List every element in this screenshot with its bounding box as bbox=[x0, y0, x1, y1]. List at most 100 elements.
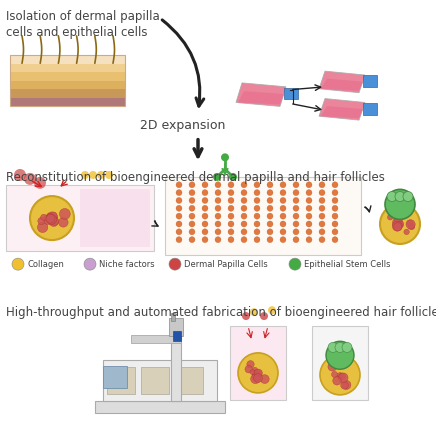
Circle shape bbox=[280, 229, 286, 235]
Circle shape bbox=[189, 229, 195, 235]
Circle shape bbox=[228, 205, 234, 211]
Circle shape bbox=[306, 205, 312, 211]
Circle shape bbox=[254, 182, 260, 188]
Circle shape bbox=[392, 218, 403, 229]
Circle shape bbox=[44, 215, 53, 225]
Circle shape bbox=[254, 221, 260, 227]
Circle shape bbox=[58, 218, 68, 227]
Circle shape bbox=[169, 258, 181, 270]
Circle shape bbox=[331, 372, 337, 377]
Polygon shape bbox=[312, 326, 368, 400]
Text: Dermal Papilla Cells: Dermal Papilla Cells bbox=[184, 259, 268, 269]
Circle shape bbox=[189, 213, 195, 219]
Circle shape bbox=[215, 190, 221, 196]
Circle shape bbox=[242, 312, 250, 320]
Circle shape bbox=[252, 372, 261, 381]
Bar bbox=[171, 328, 181, 401]
Circle shape bbox=[251, 374, 260, 384]
Circle shape bbox=[202, 221, 208, 227]
Circle shape bbox=[319, 221, 325, 227]
Polygon shape bbox=[236, 83, 286, 106]
Bar bbox=[10, 89, 125, 98]
Circle shape bbox=[280, 198, 286, 203]
Circle shape bbox=[47, 214, 54, 220]
Circle shape bbox=[403, 191, 413, 202]
Text: Collagen: Collagen bbox=[27, 259, 64, 269]
Circle shape bbox=[306, 190, 312, 196]
Circle shape bbox=[254, 198, 260, 203]
Circle shape bbox=[254, 190, 260, 196]
Circle shape bbox=[176, 198, 182, 203]
Circle shape bbox=[332, 229, 338, 235]
Circle shape bbox=[280, 182, 286, 188]
Circle shape bbox=[228, 198, 234, 203]
Circle shape bbox=[306, 198, 312, 203]
Circle shape bbox=[51, 217, 59, 225]
Circle shape bbox=[338, 373, 348, 383]
Circle shape bbox=[254, 229, 260, 235]
Circle shape bbox=[332, 190, 338, 196]
Bar bbox=[363, 103, 377, 115]
Circle shape bbox=[306, 221, 312, 227]
Circle shape bbox=[260, 375, 269, 384]
Circle shape bbox=[395, 191, 405, 202]
Circle shape bbox=[280, 213, 286, 219]
Circle shape bbox=[293, 182, 299, 188]
Circle shape bbox=[202, 213, 208, 219]
Circle shape bbox=[339, 373, 346, 380]
Polygon shape bbox=[319, 98, 365, 120]
Circle shape bbox=[328, 362, 337, 371]
Circle shape bbox=[267, 221, 273, 227]
Circle shape bbox=[228, 237, 234, 243]
Bar bbox=[165, 177, 361, 255]
Circle shape bbox=[241, 205, 247, 211]
Circle shape bbox=[41, 214, 47, 221]
Circle shape bbox=[176, 190, 182, 196]
Circle shape bbox=[293, 205, 299, 211]
Circle shape bbox=[228, 190, 234, 196]
Circle shape bbox=[38, 218, 45, 225]
Circle shape bbox=[241, 213, 247, 219]
Bar bbox=[169, 318, 183, 336]
Bar bbox=[103, 366, 127, 388]
Bar bbox=[95, 401, 225, 413]
Circle shape bbox=[254, 369, 262, 377]
Circle shape bbox=[341, 381, 348, 389]
Circle shape bbox=[176, 229, 182, 235]
Circle shape bbox=[49, 217, 58, 227]
Circle shape bbox=[97, 171, 105, 179]
Circle shape bbox=[267, 205, 273, 211]
Circle shape bbox=[241, 237, 247, 243]
Circle shape bbox=[215, 182, 221, 188]
Circle shape bbox=[46, 212, 58, 224]
Circle shape bbox=[342, 342, 352, 352]
Text: Epithelial Stem Cells: Epithelial Stem Cells bbox=[304, 259, 391, 269]
Circle shape bbox=[387, 191, 397, 202]
Polygon shape bbox=[238, 91, 284, 105]
Circle shape bbox=[241, 182, 247, 188]
Bar bbox=[131, 335, 181, 343]
Polygon shape bbox=[230, 326, 286, 400]
Circle shape bbox=[319, 198, 325, 203]
Circle shape bbox=[176, 182, 182, 188]
Circle shape bbox=[228, 221, 234, 227]
Circle shape bbox=[247, 360, 254, 368]
Circle shape bbox=[250, 308, 258, 316]
Circle shape bbox=[215, 213, 221, 219]
Text: High-throughput and automated fabrication of bioengineered hair follicles: High-throughput and automated fabricatio… bbox=[6, 306, 436, 319]
Circle shape bbox=[280, 237, 286, 243]
Circle shape bbox=[280, 221, 286, 227]
Circle shape bbox=[306, 229, 312, 235]
Bar bbox=[10, 56, 125, 106]
Circle shape bbox=[37, 222, 48, 233]
Circle shape bbox=[388, 214, 393, 220]
Circle shape bbox=[394, 217, 402, 225]
Circle shape bbox=[332, 182, 338, 188]
Circle shape bbox=[241, 198, 247, 203]
Circle shape bbox=[293, 198, 299, 203]
Circle shape bbox=[293, 221, 299, 227]
Circle shape bbox=[14, 169, 26, 181]
Circle shape bbox=[267, 229, 273, 235]
Circle shape bbox=[406, 220, 415, 229]
Circle shape bbox=[89, 171, 97, 179]
